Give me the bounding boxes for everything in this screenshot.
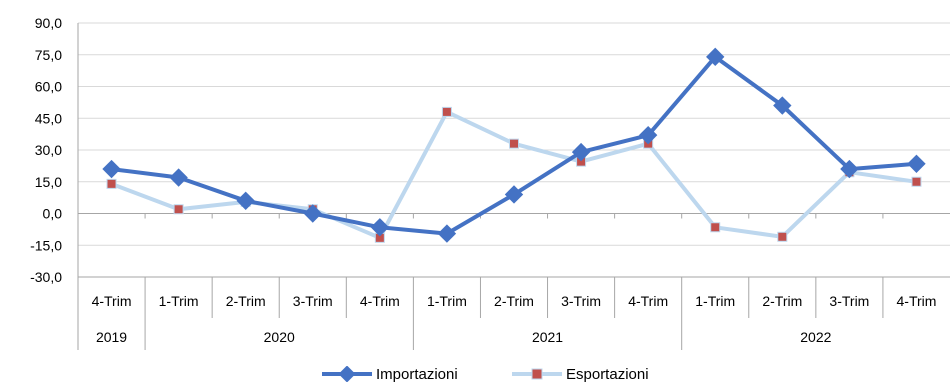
data-point-esportazioni	[911, 176, 922, 187]
data-point-esportazioni	[509, 138, 519, 149]
data-point-importazioni	[773, 96, 792, 115]
legend-label-importazioni: Importazioni	[376, 365, 458, 383]
data-point-importazioni	[102, 159, 121, 179]
data-point-importazioni	[706, 47, 725, 67]
y-tick-label: -30,0	[30, 269, 62, 285]
data-point-importazioni	[303, 204, 322, 223]
data-point-esportazioni	[441, 106, 452, 117]
x-tick-label: 4-Trim	[360, 293, 400, 309]
legend-label-esportazioni: Esportazioni	[566, 365, 649, 383]
y-tick-label: 30,0	[35, 142, 62, 158]
year-label: 2020	[264, 329, 295, 345]
y-tick-label: 90,0	[35, 15, 62, 31]
x-tick-label: 3-Trim	[293, 293, 333, 309]
legend-item-importazioni: Importazioni	[322, 360, 458, 388]
x-tick-label: 2-Trim	[762, 293, 802, 309]
y-tick-label: 0,0	[43, 206, 63, 222]
data-point-esportazioni	[173, 204, 184, 215]
data-point-esportazioni	[106, 178, 117, 189]
legend-swatch-esportazioni	[512, 368, 562, 380]
data-point-importazioni	[504, 185, 524, 204]
data-point-importazioni	[571, 142, 591, 162]
data-point-importazioni	[370, 218, 390, 237]
data-point-esportazioni	[777, 231, 788, 242]
data-point-esportazioni	[710, 222, 721, 233]
data-point-importazioni	[169, 168, 188, 187]
data-point-importazioni	[236, 191, 255, 210]
x-tick-label: 3-Trim	[561, 293, 601, 309]
year-label: 2021	[532, 329, 563, 345]
x-tick-label: 2-Trim	[494, 293, 534, 309]
y-tick-label: 45,0	[35, 110, 62, 126]
y-tick-label: 60,0	[35, 79, 62, 95]
legend: Importazioni Esportazioni	[0, 360, 950, 388]
series-line-esportazioni	[110, 109, 917, 240]
x-tick-label: 2-Trim	[226, 293, 266, 309]
x-tick-label: 3-Trim	[829, 293, 869, 309]
y-tick-label: 15,0	[35, 174, 62, 190]
data-point-importazioni	[907, 154, 926, 173]
y-tick-label: 75,0	[35, 47, 62, 63]
x-tick-label: 4-Trim	[92, 293, 132, 309]
x-tick-label: 1-Trim	[159, 293, 199, 309]
data-point-importazioni	[437, 224, 457, 243]
y-tick-label: -15,0	[30, 237, 62, 253]
year-label: 2019	[96, 329, 127, 345]
year-label: 2022	[800, 329, 831, 345]
x-tick-label: 1-Trim	[695, 293, 735, 309]
legend-item-esportazioni: Esportazioni	[512, 360, 649, 388]
x-tick-label: 4-Trim	[628, 293, 668, 309]
line-chart: 90,0 75,0 60,0 45,0 30,0 15,0 0,0 -15,0 -30,0 4-T…	[30, 15, 950, 350]
x-tick-label: 4-Trim	[897, 293, 937, 309]
data-point-importazioni	[638, 125, 658, 145]
x-tick-label: 1-Trim	[427, 293, 467, 309]
legend-swatch-importazioni	[322, 366, 372, 382]
data-point-importazioni	[840, 159, 859, 179]
